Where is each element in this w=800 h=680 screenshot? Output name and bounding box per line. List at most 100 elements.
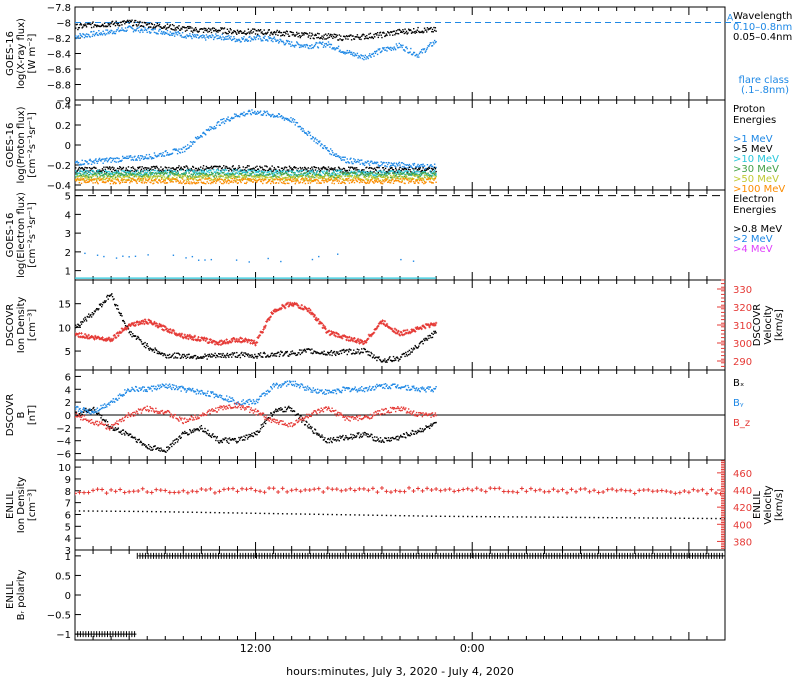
- data-point: [101, 158, 103, 161]
- data-point: [379, 181, 382, 184]
- data-point: [273, 174, 276, 176]
- data-point: [414, 171, 416, 173]
- data-point: [361, 351, 364, 354]
- data-point: [397, 33, 400, 35]
- data-point: [251, 168, 254, 170]
- data-point: [297, 171, 299, 173]
- data-point: [267, 176, 269, 179]
- legend-title: Energies: [733, 205, 776, 216]
- data-point: [355, 161, 357, 164]
- data-point: [180, 169, 182, 171]
- data-point: [297, 35, 299, 38]
- data-point: [119, 174, 122, 176]
- data-point: [368, 351, 370, 353]
- data-point: [316, 142, 319, 145]
- data-point: [157, 24, 159, 27]
- data-point: [178, 165, 180, 167]
- data-point: [80, 163, 82, 165]
- data-point: [347, 349, 349, 351]
- data-point: [355, 352, 358, 354]
- data-point: [374, 162, 377, 164]
- data-point: [402, 172, 405, 174]
- data-point: [333, 47, 335, 49]
- data-point: [82, 163, 85, 166]
- data-point: [220, 38, 223, 41]
- data-point: [383, 171, 385, 174]
- data-point: [342, 173, 344, 176]
- data-point: [323, 170, 325, 172]
- data-point: [413, 169, 415, 172]
- data-point: [337, 155, 340, 157]
- data-point: [259, 28, 262, 31]
- data-point: [276, 352, 278, 354]
- data-point: [254, 38, 257, 41]
- data-point: [188, 172, 190, 174]
- data-point: [321, 351, 323, 353]
- data-point: [159, 173, 161, 175]
- data-point: [301, 32, 303, 34]
- data-point: [337, 47, 339, 50]
- data-point: [236, 172, 239, 175]
- data-point: [226, 35, 229, 38]
- data-point: [289, 167, 291, 169]
- data-point: [79, 178, 81, 180]
- data-point: [132, 158, 134, 161]
- data-point: [117, 308, 120, 310]
- data-point: [302, 172, 304, 175]
- data-point: [348, 35, 350, 37]
- data-point: [321, 43, 323, 46]
- data-point: [304, 32, 307, 35]
- data-point: [97, 171, 99, 173]
- data-point: [298, 175, 301, 178]
- data-point: [147, 176, 149, 179]
- data-point: [224, 31, 226, 34]
- data-point: [422, 171, 424, 174]
- data-point: [75, 161, 78, 163]
- data-point: [179, 29, 181, 31]
- data-point: [252, 357, 255, 359]
- data-point: [292, 172, 294, 174]
- data-point: [75, 176, 77, 178]
- data-point: [299, 125, 302, 128]
- data-point: [298, 352, 300, 354]
- data-point: [405, 177, 407, 180]
- data-point: [199, 356, 202, 358]
- data-point: [262, 114, 264, 116]
- data-point: [223, 354, 226, 357]
- data-point: [340, 182, 342, 184]
- data-point: [181, 151, 184, 153]
- data-point: [216, 29, 218, 32]
- data-point: [125, 167, 127, 169]
- data-point: [228, 35, 230, 37]
- y-tick-label: −8.2: [47, 34, 71, 45]
- data-point: [187, 179, 190, 182]
- data-point: [79, 169, 81, 172]
- data-point: [218, 173, 220, 176]
- data-point: [308, 348, 310, 350]
- data-point: [169, 153, 172, 156]
- data-point: [257, 176, 260, 179]
- data-point: [256, 165, 258, 168]
- data-point: [309, 170, 312, 172]
- data-point: [237, 39, 239, 41]
- data-point: [335, 153, 338, 155]
- data-point: [263, 351, 265, 354]
- data-point: [202, 28, 204, 30]
- data-point: [157, 182, 159, 184]
- data-point: [384, 49, 387, 51]
- data-point: [399, 29, 401, 32]
- data-point: [277, 113, 280, 115]
- data-point: [360, 159, 362, 161]
- data-point: [362, 174, 364, 176]
- data-point: [242, 31, 244, 34]
- data-point: [379, 169, 382, 172]
- data-point: [142, 175, 144, 177]
- data-point: [332, 172, 334, 174]
- data-point: [420, 31, 422, 34]
- data-point: [415, 166, 418, 169]
- data-point: [184, 172, 186, 174]
- data-point: [140, 178, 142, 180]
- data-point: [231, 177, 234, 180]
- data-point: [157, 169, 159, 172]
- velocity-mark: [89, 336, 93, 339]
